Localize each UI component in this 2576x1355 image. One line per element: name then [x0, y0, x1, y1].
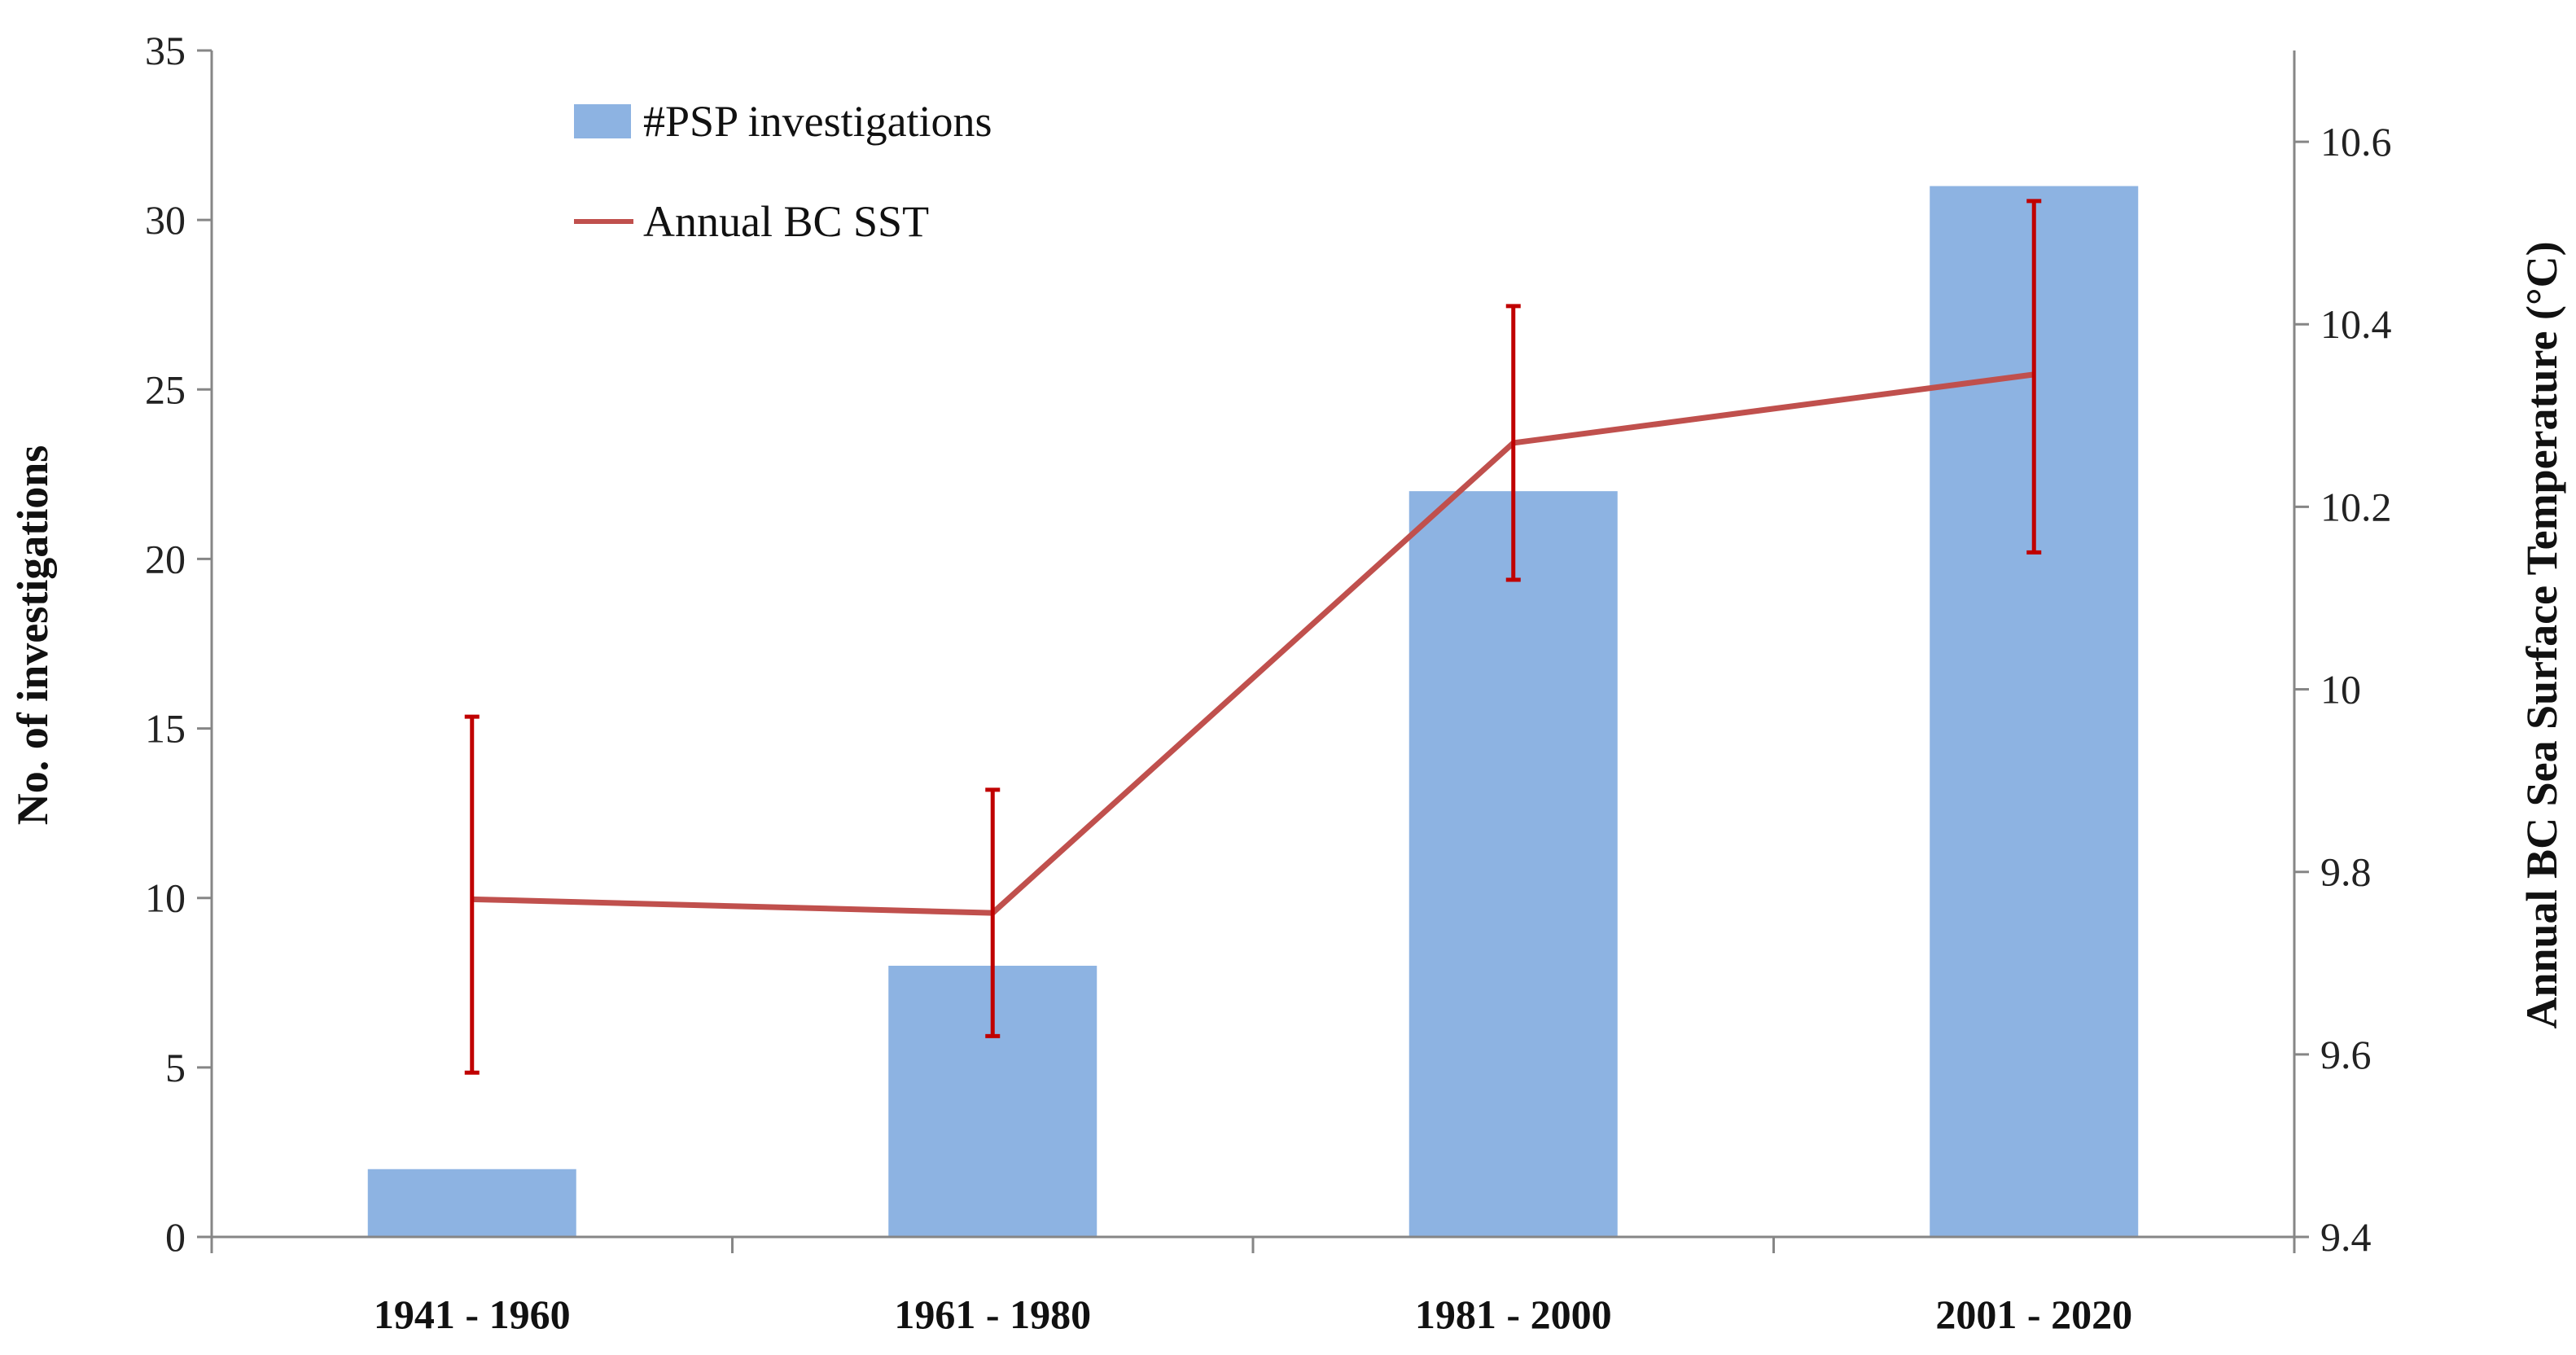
y-right-tick-label: 10.4	[2320, 301, 2392, 347]
y-left-tick-label: 20	[145, 536, 186, 581]
y-left-tick-label: 5	[165, 1045, 186, 1090]
y-right-tick-label: 10.2	[2320, 484, 2392, 529]
y-left-tick-label: 25	[145, 366, 186, 412]
error-bar-2	[985, 787, 1001, 1038]
legend-label-bars: #PSP investigations	[643, 97, 992, 146]
bar-group	[367, 186, 2139, 1237]
sst-line-group	[464, 199, 2042, 1075]
y-left-tick-label: 35	[145, 28, 186, 73]
x-tick-label: 1941 - 1960	[374, 1291, 571, 1337]
y-right-tick-label: 10	[2320, 667, 2361, 713]
y-left-tick-label: 10	[145, 875, 186, 921]
y-right-tick-label: 9.6	[2320, 1032, 2372, 1077]
y-left-tick-label: 15	[145, 706, 186, 752]
axes: 0 5 10 15 20 25 30 35 9.4 9.6 9.8 10 10.2 10.4 10.6 194…	[145, 28, 2392, 1337]
y-left-tick-label: 0	[165, 1214, 186, 1260]
y-left-tick-label: 30	[145, 197, 186, 243]
legend: #PSP investigations Annual BC SST	[574, 97, 992, 246]
x-tick-label: 2001 - 2020	[1935, 1291, 2132, 1337]
y-right-tick-label: 9.4	[2320, 1214, 2372, 1260]
legend-label-line: Annual BC SST	[643, 197, 929, 246]
y-right-tick-label: 10.6	[2320, 119, 2392, 164]
legend-swatch-bars	[574, 104, 631, 138]
error-bar-3	[1505, 304, 1521, 582]
bar-1	[367, 1169, 576, 1237]
x-tick-label: 1961 - 1980	[894, 1291, 1091, 1337]
y-axis-title-left: No. of investigations	[8, 445, 57, 826]
y-right-tick-label: 9.8	[2320, 849, 2372, 895]
sst-line	[471, 371, 2035, 916]
error-bar-4	[2026, 199, 2042, 555]
error-bar-1	[464, 714, 480, 1075]
y-axis-title-right: Annual BC Sea Surface Temperature (°C)	[2517, 241, 2566, 1028]
x-tick-label: 1981 - 2000	[1415, 1291, 1612, 1337]
bar-3	[1408, 491, 1618, 1237]
